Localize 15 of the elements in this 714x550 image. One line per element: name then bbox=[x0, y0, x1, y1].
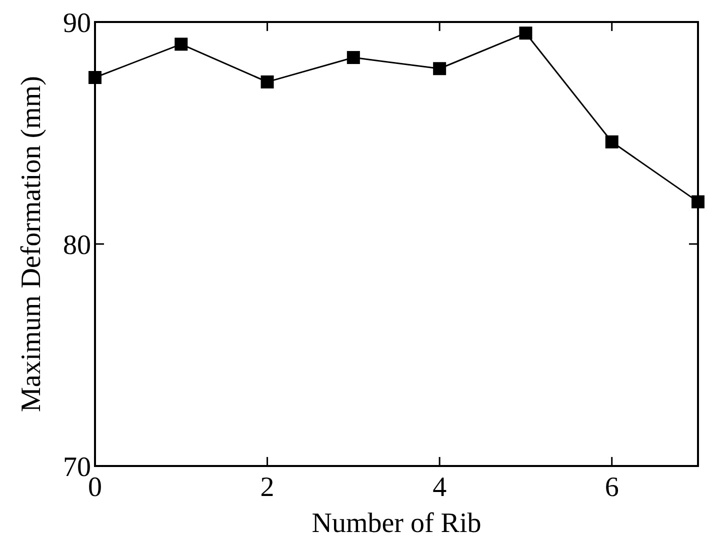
x-tick-label: 2 bbox=[260, 472, 274, 503]
x-tick-label: 0 bbox=[88, 472, 102, 503]
y-tick-label: 80 bbox=[63, 230, 91, 261]
x-axis-title: Number of Rib bbox=[312, 508, 482, 539]
y-tick-label: 70 bbox=[63, 452, 91, 483]
point bbox=[605, 135, 618, 148]
point bbox=[346, 51, 360, 64]
y-tick-label: 90 bbox=[63, 8, 91, 39]
point bbox=[519, 26, 532, 40]
y-axis-title: Maximum Deformation (mm) bbox=[16, 76, 47, 412]
x-tick-label: 6 bbox=[604, 472, 619, 503]
point bbox=[433, 62, 446, 76]
point bbox=[260, 75, 274, 88]
x-tick-label: 4 bbox=[432, 472, 447, 503]
point bbox=[174, 38, 188, 51]
